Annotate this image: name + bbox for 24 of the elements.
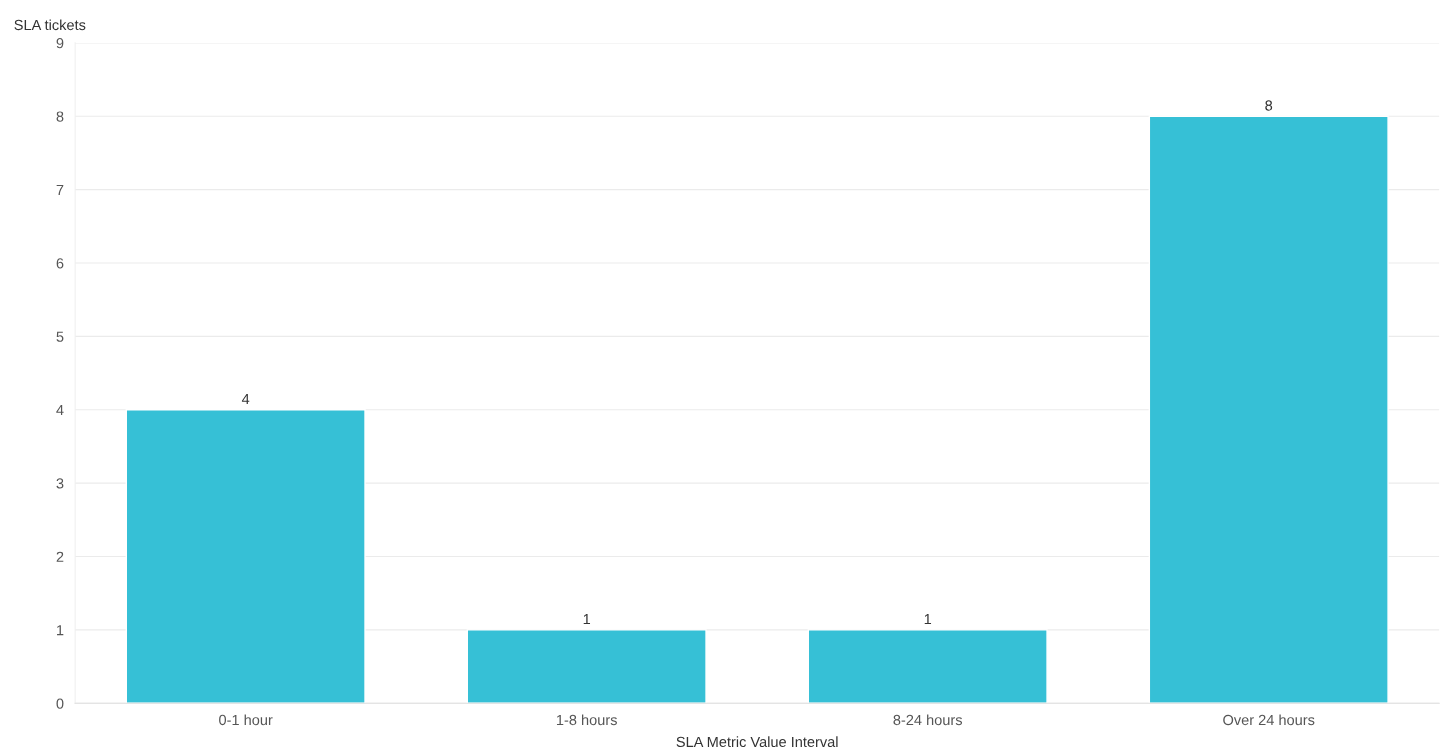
x-tick-label: 1-8 hours [556,714,617,726]
y-tick-label: 4 [56,405,64,416]
data-label: 4 [241,393,250,404]
y-tick-label: 6 [56,258,64,269]
y-tick-label: 7 [56,184,64,195]
bar [125,409,366,704]
x-tick-label: Over 24 hours [1223,714,1315,726]
y-tick-label: 0 [56,698,64,709]
y-tick-label: 8 [56,111,64,122]
data-label: 1 [924,614,932,625]
x-tick-label: 8-24 hours [893,714,963,726]
bar [466,629,707,704]
data-label: 8 [1265,100,1273,111]
bar [807,629,1048,704]
y-tick-label: 1 [57,625,64,636]
y-tick-label: 3 [56,478,64,489]
bar [1148,115,1389,704]
data-label: 1 [583,614,591,625]
y-axis-title: SLA tickets [14,19,86,31]
y-tick-label: 5 [56,331,64,342]
x-tick-label: 0-1 hour [219,714,273,726]
x-axis-title: SLA Metric Value Interval [676,736,838,748]
y-tick-label: 2 [56,551,64,562]
y-tick-label: 9 [56,38,64,49]
